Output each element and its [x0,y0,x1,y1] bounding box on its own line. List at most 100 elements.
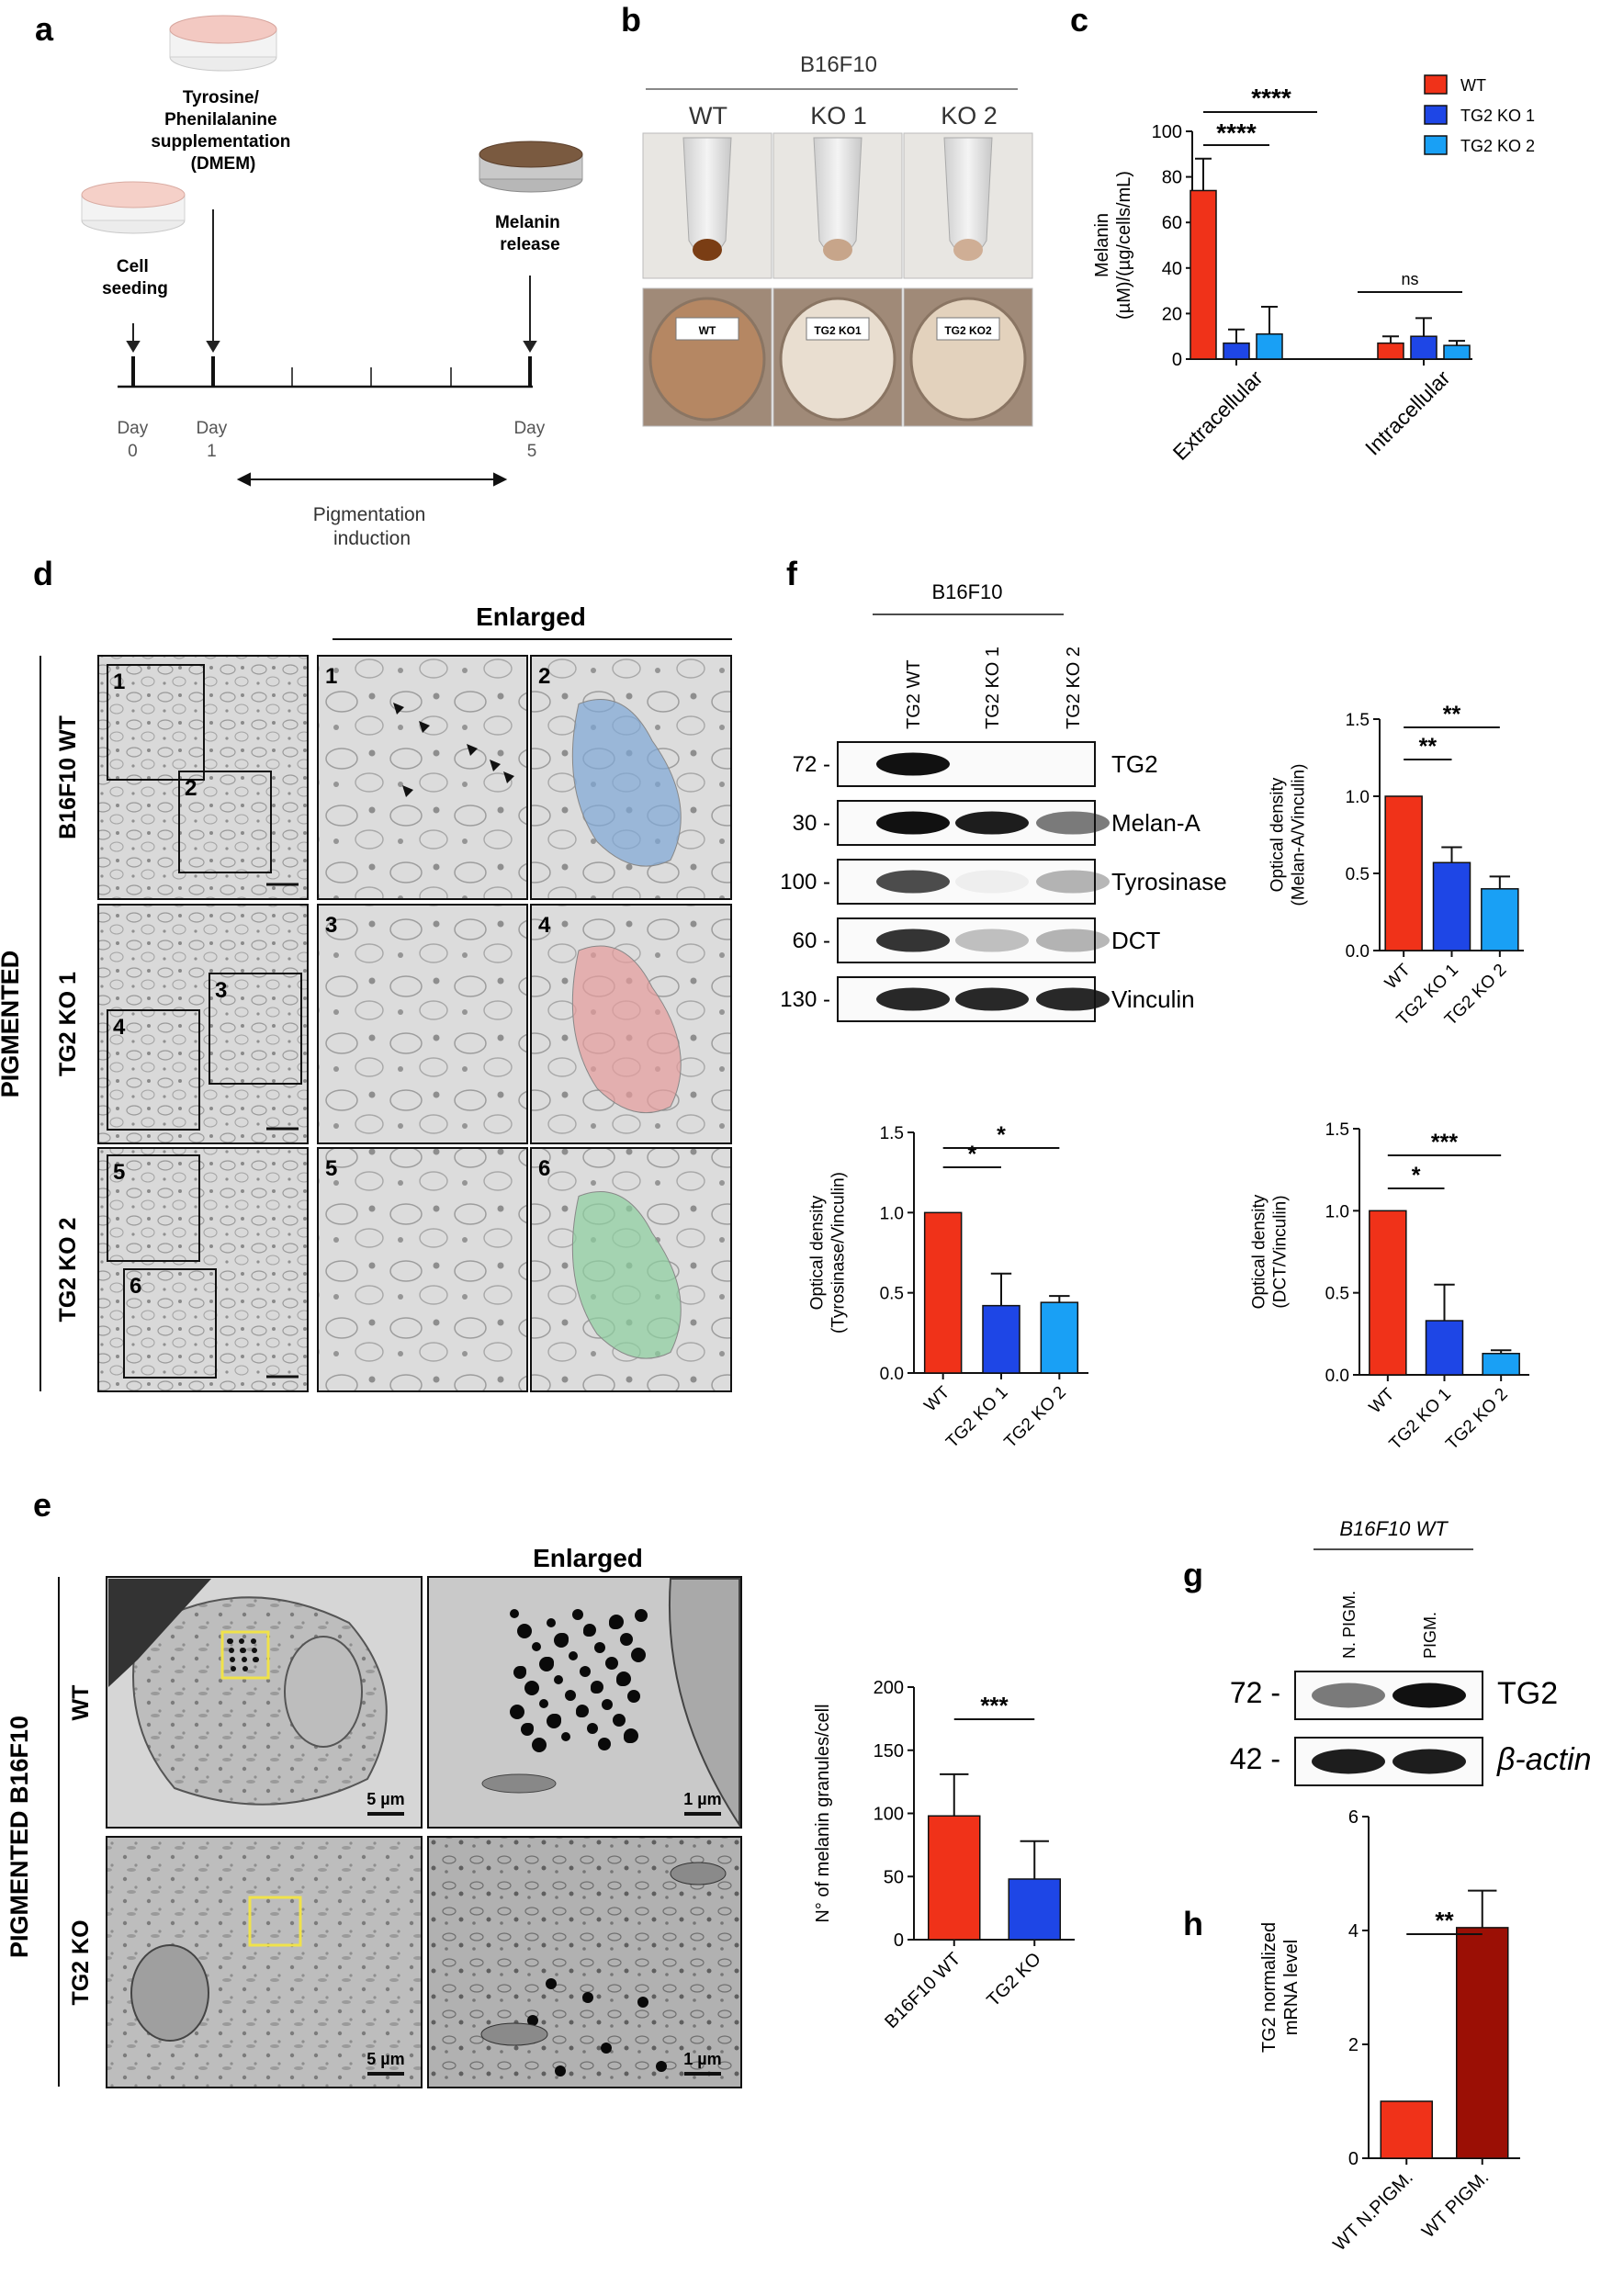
bar [1377,342,1404,360]
timeline-axis [118,356,533,388]
blot-band [1312,1749,1385,1774]
melanin-granule [561,1732,570,1741]
protein-label: Melan-A [1111,809,1201,837]
blot-band [955,929,1029,952]
significance-label: ns [1401,270,1418,288]
bar [1425,1320,1464,1376]
blot-band [1036,929,1110,952]
inset-number: 5 [113,1160,125,1185]
melanin-granule [572,1609,583,1620]
bar [1369,1210,1407,1376]
day-1-num: 1 [207,442,217,461]
zoom-region-box [248,1896,302,1947]
melanin-granule [601,2043,612,2054]
melanin-granule [239,1638,244,1644]
y-tick-label: 0 [1172,350,1182,370]
x-tick-label: WT [1366,1384,1399,1417]
b-col-ko2: KO 2 [941,102,998,129]
melanin-granule [230,1657,235,1662]
melanin-granule [510,1609,519,1618]
mitochondrion [670,1862,727,1885]
bar [1223,342,1250,360]
protein-label: DCT [1111,927,1161,954]
lane-label: TG2 KO 1 [983,647,1003,729]
melanin-granule [254,1657,259,1662]
enlarged-number: 2 [538,664,550,689]
release-line-1: Melanin [495,213,560,232]
melanin-granule [242,1666,248,1671]
y-tick-label: 0.0 [1346,942,1370,962]
inset-number: 4 [113,1015,126,1040]
induction-line-1: Pigmentation [313,504,426,525]
significance-label: * [1412,1163,1421,1188]
svg-text:Melanin release: Melanin release [495,213,565,254]
x-tick-label: B16F10 WT [881,1949,964,2032]
arrowhead-marker [490,760,501,771]
melanin-granule [521,1723,534,1736]
panel-letter-b: b [621,1,641,39]
blot-band [955,987,1029,1011]
arrowhead-marker [393,703,404,715]
melanin-granule [605,1657,618,1670]
blot-band [876,987,950,1011]
blot-band [1036,811,1110,835]
inset-box [107,1154,200,1262]
panel-letter-g: g [1183,1556,1203,1593]
x-tick-label: Intracellular [1360,366,1455,460]
day-5-label: Day [513,419,545,438]
well-icon [648,297,766,422]
x-tick-label: WT N.PIGM. [1329,2167,1416,2255]
d-row-label: B16F10 WT [55,715,81,839]
legend-label: WT [1460,76,1486,95]
plate-label-box [936,317,1000,341]
blot-band [876,752,950,776]
plate-photos: WT TG2 KO1 TG2 KO2 [642,287,1033,427]
melanin-granule [635,1609,648,1622]
highlighted-cell [571,945,682,1114]
lane-label: TG2 WT [904,659,924,729]
significance-label: *** [1431,1130,1458,1155]
tube-icon [943,137,993,257]
melanin-granule [591,1684,600,1694]
inset-box [107,664,205,781]
panel-g: g B16F10 WT 72 - TG2 42 - β-actin N. PIGM. PI… [1183,1517,1592,1786]
panel-letter-a: a [35,10,54,48]
nucleus [130,1944,209,2042]
svg-text:Cell seeding: Cell seeding [102,257,168,298]
y-tick-label: 80 [1162,168,1182,188]
protein-label: TG2 [1111,750,1158,778]
melanin-granule [555,2065,566,2077]
blot-band [876,929,950,952]
y-tick-label: 50 [884,1867,904,1887]
y-axis-label: Optical density(Melan-A/Vinculin) [1268,764,1309,906]
melanin-granule [554,1633,569,1648]
plate-label-box [806,317,870,341]
melanin-granule [242,1657,247,1662]
day-0-label: Day [117,419,148,438]
blot-band [1392,1683,1466,1708]
panel-f: f B16F10 72 - TG2 30 - Melan-A 100 - Tyrosina… [780,555,1529,1454]
micrograph-image [317,1147,528,1392]
induction-arrow [236,472,508,487]
melanin-granule [524,1681,539,1695]
day-0-num: 0 [128,442,138,461]
y-tick-label: 0.0 [880,1365,904,1384]
nuclear-envelope [668,1578,740,1829]
panel-letter-c: c [1070,1,1088,39]
micrograph-image [317,904,528,1144]
melanin-granule [583,1627,592,1637]
bar [1008,1878,1061,1941]
significance-label: **** [1216,118,1257,147]
melanin-granule [547,1618,556,1627]
enlarged-number: 4 [538,913,551,938]
melanin-granule [656,2061,667,2072]
y-tick-label: 1.0 [1325,1202,1349,1221]
panel-letter-f: f [786,555,798,592]
svg-text:Day 0 Day 1: Day 0 Day 1 Day 5 [117,419,549,461]
plate-label: TG2 KO1 [814,324,862,337]
melanin-granule [252,1648,257,1653]
inset-box [209,973,302,1085]
bar [1482,1353,1520,1376]
significance-label: ** [1419,734,1438,760]
e-enlarged-label: Enlarged [533,1544,643,1572]
